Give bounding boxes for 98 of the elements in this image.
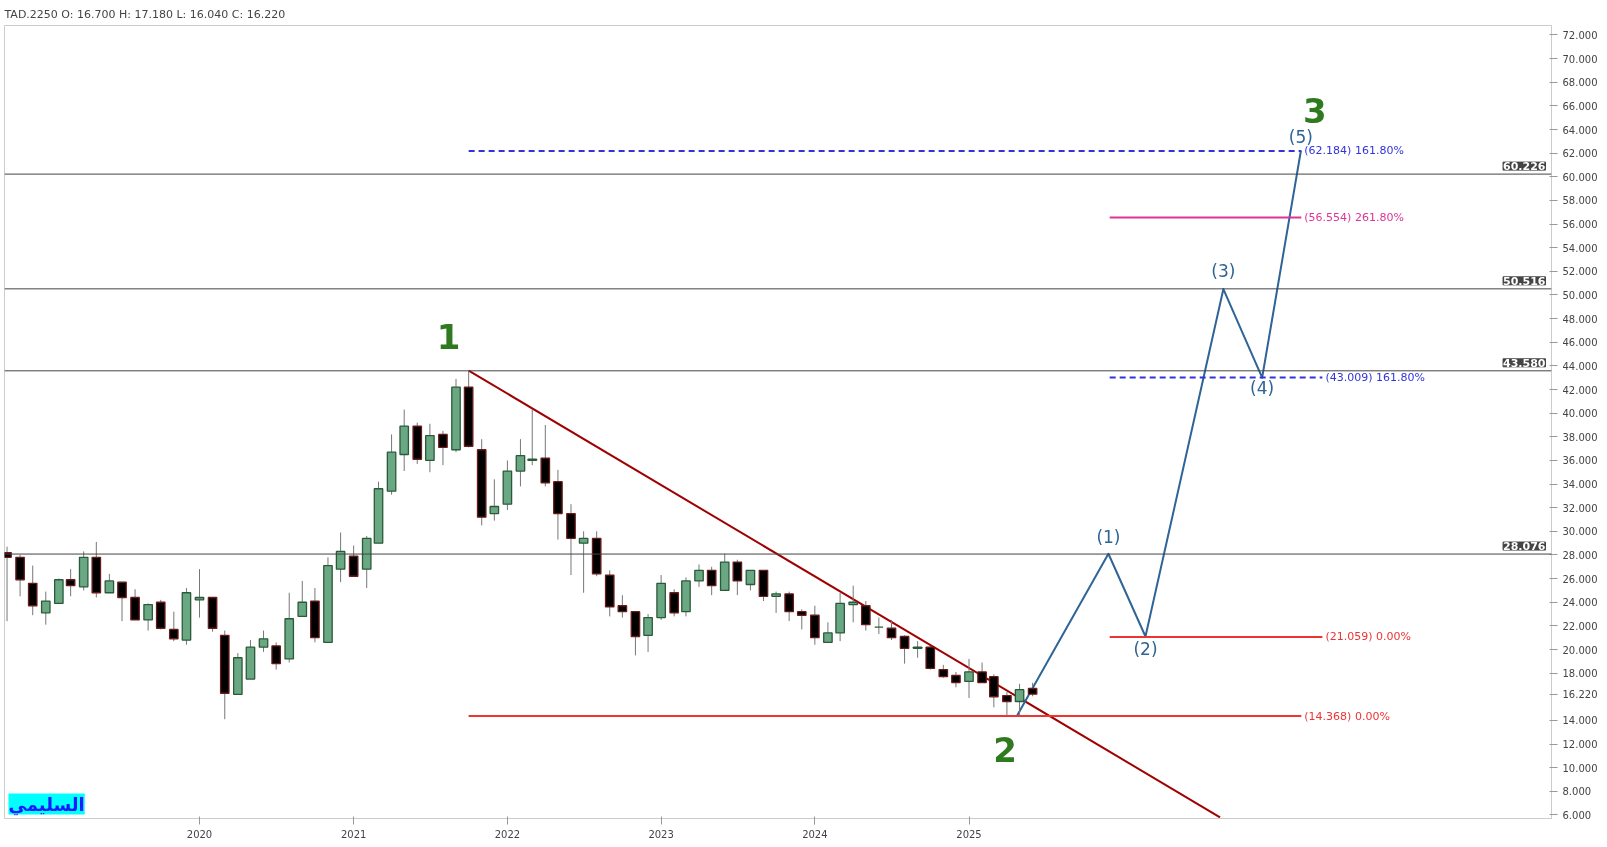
- candlestick: [15, 554, 25, 597]
- y-tick-label: 70.000: [1562, 53, 1598, 65]
- annotation: السليمي: [8, 793, 85, 816]
- candlestick: [130, 588, 140, 621]
- annotation: 2: [993, 730, 1017, 771]
- annotation: (4): [1250, 377, 1275, 398]
- y-tick-label: 32.000: [1562, 502, 1598, 514]
- line-series: [1016, 149, 1302, 717]
- candlestick: [168, 611, 179, 642]
- candlestick: [515, 438, 526, 487]
- candlestick: [860, 600, 871, 632]
- candlestick: [117, 581, 127, 622]
- y-tick-label: 16.220: [1562, 689, 1598, 701]
- candlestick: [899, 634, 910, 665]
- candlestick: [706, 566, 717, 596]
- candlestick: [694, 563, 704, 588]
- y-tick-label: 30.000: [1562, 526, 1598, 538]
- y-tick-label: 34.000: [1562, 479, 1598, 491]
- series-label: (43.009) 161.80%: [1325, 371, 1425, 385]
- y-tick-label: 46.000: [1562, 337, 1598, 349]
- x-tick-label: 2023: [648, 828, 674, 840]
- x-tick-label: 2025: [956, 828, 982, 840]
- series-label: (21.059) 0.00%: [1325, 630, 1411, 644]
- y-tick-label: 58.000: [1562, 195, 1598, 207]
- y-tick-label: 52.000: [1562, 266, 1598, 278]
- ref-line-label: 28.076: [1503, 540, 1546, 554]
- y-tick-label: 22.000: [1562, 620, 1598, 632]
- annotation: 1: [436, 317, 461, 358]
- y-tick-label: 24.000: [1562, 597, 1598, 609]
- candlestick: [977, 662, 987, 684]
- candlestick: [796, 608, 807, 630]
- candlestick: [745, 569, 756, 591]
- y-tick-label: 62.000: [1562, 148, 1598, 160]
- candlestick: [297, 580, 308, 618]
- series-label: (56.554) 261.80%: [1304, 211, 1404, 224]
- series-label: (14.368) 0.00%: [1304, 709, 1390, 723]
- series-label: (62.184) 161.80%: [1304, 144, 1404, 158]
- y-tick-label: 28.000: [1562, 549, 1598, 561]
- y-tick-label: 8.000: [1562, 786, 1592, 798]
- ref-line-label: 60.226: [1503, 160, 1546, 174]
- y-tick-label: 56.000: [1562, 219, 1598, 231]
- y-tick-label: 68.000: [1562, 77, 1598, 89]
- y-tick-label: 36.000: [1562, 455, 1598, 467]
- candlestick: [104, 573, 115, 594]
- candlestick: [988, 673, 999, 708]
- y-tick-label: 72.000: [1562, 29, 1598, 41]
- y-tick-label: 44.000: [1562, 360, 1598, 372]
- y-tick-label: 26.000: [1562, 573, 1598, 585]
- y-tick-label: 18.000: [1562, 668, 1598, 680]
- candlestick: [617, 594, 628, 619]
- candlestick: [643, 613, 653, 653]
- annotation: (2): [1133, 638, 1158, 659]
- y-tick-label: 12.000: [1562, 739, 1598, 751]
- y-tick-label: 38.000: [1562, 431, 1598, 443]
- ref-line-label: 50.516: [1503, 274, 1546, 288]
- candlestick: [271, 641, 282, 671]
- candlestick: [489, 478, 500, 522]
- candlestick: [40, 591, 51, 626]
- candlestick: [53, 578, 64, 605]
- x-tick-label: 2024: [802, 828, 828, 840]
- y-tick-label: 66.000: [1562, 100, 1598, 112]
- x-tick-label: 2022: [494, 828, 521, 840]
- y-tick-label: 10.000: [1562, 762, 1598, 774]
- y-tick-label: 50.000: [1562, 289, 1598, 301]
- ref-line-label: 43.580: [1503, 356, 1546, 370]
- candlestick: [732, 559, 743, 596]
- y-tick-label: 20.000: [1562, 644, 1598, 656]
- y-tick-label: 14.000: [1562, 715, 1598, 727]
- candlestick: [1002, 691, 1012, 717]
- annotation: (3): [1211, 261, 1236, 282]
- candlestick: [578, 530, 589, 594]
- candlestick: [951, 671, 961, 688]
- y-tick-label: 6.000: [1562, 809, 1592, 821]
- candlestick: [258, 630, 269, 653]
- candlestick: [784, 591, 795, 622]
- chart-title: TAD.2250 O: 16.700 H: 17.180 L: 16.040 C: 16.220: [3, 7, 286, 21]
- y-tick-label: 48.000: [1562, 313, 1598, 325]
- candlestick: [438, 430, 448, 466]
- candlestick: [771, 591, 781, 614]
- y-tick-label: 40.000: [1562, 408, 1598, 420]
- x-tick-label: 2021: [340, 828, 367, 840]
- candlestick: [27, 565, 38, 616]
- y-tick-label: 64.000: [1562, 124, 1598, 136]
- candlestick: [348, 545, 359, 577]
- candlestick: [809, 605, 820, 646]
- candlestick: [143, 602, 153, 632]
- candlestick: [527, 409, 538, 466]
- candlestick: [1014, 683, 1025, 717]
- candlestick: [65, 568, 76, 597]
- candlestick: [194, 568, 205, 619]
- candlestick: [823, 621, 833, 644]
- annotation: (1): [1096, 526, 1121, 547]
- x-tick-label: 2020: [186, 828, 213, 840]
- y-tick-label: 54.000: [1562, 242, 1598, 254]
- y-tick-label: 60.000: [1562, 171, 1598, 183]
- candlestick: [669, 588, 680, 617]
- candlestick: [964, 658, 974, 699]
- y-tick-label: 42.000: [1562, 384, 1598, 396]
